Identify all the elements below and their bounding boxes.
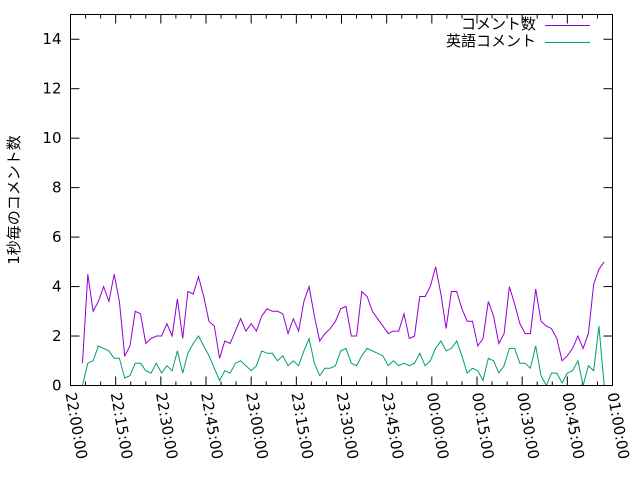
x-tick-label: 22:30:00	[152, 391, 181, 460]
y-tick-label: 10	[42, 129, 61, 147]
x-tick-label: 22:45:00	[197, 391, 226, 460]
x-tick-labels: 22:00:00 22:15:00 22:30:00 22:45:00 23:00:00…	[62, 391, 633, 460]
x-tick-label: 23:15:00	[287, 391, 316, 460]
y-axis-label: 1秒毎のコメント数	[5, 135, 23, 265]
x-tick-label: 22:15:00	[107, 391, 136, 460]
y-tick-label: 4	[52, 278, 62, 296]
x-tick-label: 00:45:00	[558, 391, 587, 460]
x-tick-label: 00:30:00	[513, 391, 542, 460]
y-tick-label: 6	[52, 228, 62, 246]
y-tick-label: 0	[52, 377, 62, 395]
legend-label-1: 英語コメント	[446, 32, 536, 50]
legend: コメント数 英語コメント	[446, 15, 590, 50]
y-tick-labels: 0 2 4 6 8 10 12 14	[42, 30, 61, 394]
x-tick-label: 23:30:00	[333, 391, 362, 460]
x-tick-label: 01:00:00	[604, 391, 633, 460]
x-tick-label: 00:15:00	[468, 391, 497, 460]
legend-label-0: コメント数	[461, 15, 536, 33]
x-tick-label: 23:45:00	[378, 391, 407, 460]
y-tick-label: 2	[52, 327, 62, 345]
y-tick-label: 8	[52, 179, 62, 197]
y-tick-label: 12	[42, 80, 61, 98]
series-line-0	[83, 262, 605, 363]
x-tick-label: 22:00:00	[62, 391, 91, 460]
x-tick-label: 00:00:00	[423, 391, 452, 460]
y-tick-label: 14	[42, 30, 61, 48]
x-tick-label: 23:00:00	[242, 391, 271, 460]
series-lines	[82, 262, 604, 386]
